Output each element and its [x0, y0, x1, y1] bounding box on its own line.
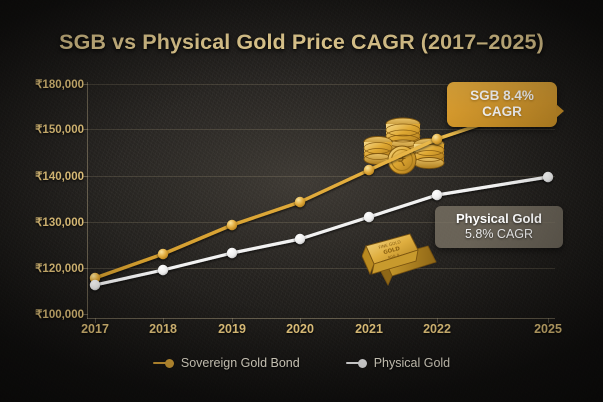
y-axis-label: ₹140,000 [35, 171, 84, 183]
x-axis-label: 2019 [218, 322, 246, 336]
x-axis-label: 2020 [286, 322, 314, 336]
physical-gold-cagr-callout: Physical Gold 5.8% CAGR [435, 206, 563, 249]
y-axis-tick [83, 268, 88, 269]
x-axis-label: 2018 [149, 322, 177, 336]
x-axis-label: 2021 [355, 322, 383, 336]
y-axis-tick [83, 176, 88, 177]
x-axis-label: 2022 [423, 322, 451, 336]
gridline [88, 176, 555, 177]
gridline [88, 268, 555, 269]
y-axis-label: ₹100,000 [35, 309, 84, 321]
legend-dot-swatch [357, 358, 367, 368]
y-axis-labels: ₹180,000 ₹150,000 ₹140,000 ₹130,000 ₹120… [0, 79, 84, 321]
sgb-callout-line1: SGB 8.4% [470, 88, 534, 103]
chart-title: SGB vs Physical Gold Price CAGR (2017–20… [59, 30, 544, 54]
x-axis-line [87, 318, 555, 319]
sgb-callout-line2: CAGR [482, 103, 522, 119]
y-axis-tick [83, 129, 88, 130]
y-axis-label: ₹120,000 [35, 263, 84, 275]
legend-dot-swatch [164, 358, 174, 368]
y-axis-line [87, 82, 88, 319]
gold-coins-icon: ₹ [363, 117, 445, 175]
legend-label: Sovereign Gold Bond [180, 356, 300, 370]
legend-item-sovereign-gold-bond[interactable]: Sovereign Gold Bond [152, 356, 300, 370]
y-axis-label: ₹130,000 [35, 217, 84, 229]
x-axis-label: 2017 [81, 322, 109, 336]
x-axis-label: 2025 [534, 322, 562, 336]
y-axis-tick [83, 222, 88, 223]
legend-label: Physical Gold [373, 356, 451, 370]
legend-item-physical-gold[interactable]: Physical Gold [345, 356, 451, 370]
physical-callout-line2: 5.8% CAGR [464, 226, 534, 241]
gridline [88, 129, 555, 130]
sgb-cagr-callout: SGB 8.4% CAGR [447, 82, 564, 127]
physical-callout-line1: Physical Gold [456, 211, 542, 226]
y-axis-label: ₹150,000 [35, 124, 84, 136]
y-axis-tick [83, 314, 88, 315]
gold-bars-icon: FINE GOLD GOLD 999.9 [362, 233, 437, 287]
y-axis-label: ₹180,000 [35, 79, 84, 91]
svg-text:₹: ₹ [398, 154, 407, 170]
y-axis-tick [83, 84, 88, 85]
chart-legend: Sovereign Gold Bond Physical Gold [0, 356, 603, 370]
